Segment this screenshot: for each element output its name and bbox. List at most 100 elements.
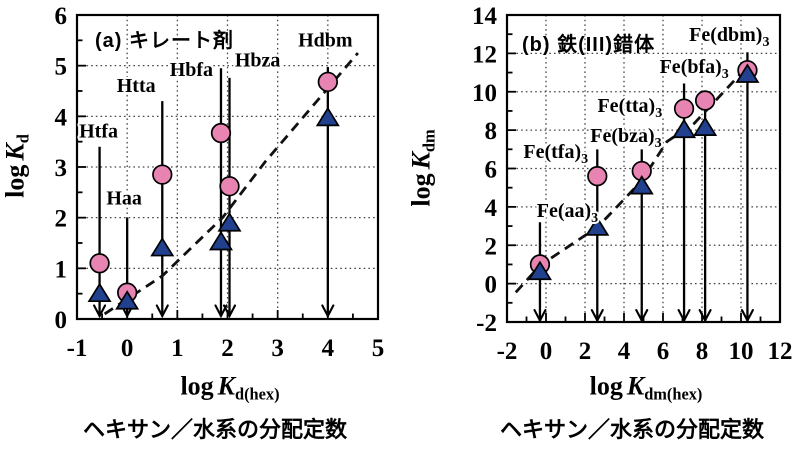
x-label-log-a: log (180, 371, 214, 401)
x-tick-label: 10 (729, 338, 754, 365)
y-tick-label: 0 (485, 272, 498, 299)
x-tick-label: 6 (657, 338, 670, 365)
arrowhead-down-icon (222, 304, 237, 319)
point-label-Fe(bza): Fe(bza)3 (590, 125, 661, 151)
circle-marker-Hdbm (317, 71, 338, 93)
panel-a-y-axis-label: log Kd (1, 134, 34, 198)
y-tick-label: 12 (472, 41, 497, 68)
triangle-marker-Fe(tta) (672, 118, 697, 139)
point-label-Htfa: Htfa (79, 121, 118, 143)
y-tick-label: 6 (485, 157, 498, 184)
panel-a-x-axis-label: log Kd(hex) (180, 372, 279, 405)
x-tick-label: 2 (579, 338, 592, 365)
x-tick-label: -2 (497, 338, 518, 365)
panel-b-x-axis-label: log Kdm(hex) (590, 372, 703, 405)
triangle-marker-Hbza (217, 212, 242, 232)
triangle-marker-Fe(tfa) (585, 216, 610, 236)
point-label-Hbza: Hbza (235, 50, 281, 72)
arrowhead-down-icon (590, 308, 604, 323)
y-tick-label: 6 (55, 3, 68, 30)
x-tick-label: 5 (372, 335, 385, 362)
circle-marker-Htta (152, 164, 173, 185)
x-tick-label: 0 (540, 338, 553, 365)
panel-a-caption: ヘキサン／水系の分配定数 (82, 417, 348, 442)
x-label-sub-a: d(hex) (235, 384, 280, 404)
y-label-K-a: K (0, 143, 30, 161)
x-tick-label: 1 (171, 335, 184, 362)
axis-ticks (506, 14, 781, 323)
y-tick-label: -2 (476, 310, 497, 337)
point-label-Hbfa: Hbfa (170, 59, 213, 81)
triangle-marker-Hbfa (208, 230, 234, 251)
circle-marker-Htfa (89, 253, 110, 274)
y-tick-label: 0 (55, 307, 68, 334)
x-tick-label: 2 (221, 335, 234, 362)
triangle-marker-Htta (150, 236, 175, 257)
x-label-log-b: log (589, 371, 623, 401)
point-label-Fe(bfa): Fe(bfa)3 (660, 56, 729, 82)
arrowhead-down-icon (214, 304, 228, 319)
y-tick-label: 5 (55, 54, 68, 81)
arrowhead-down-icon (740, 308, 754, 323)
arrowhead-down-icon (93, 304, 107, 319)
triangle-marker-Fe(bza) (629, 175, 654, 195)
triangle-marker-Hdbm (315, 106, 340, 127)
circle-marker-Fe(bfa) (694, 90, 716, 111)
y-label-log-b: log (406, 173, 436, 207)
y-label-log-a: log (0, 164, 30, 198)
x-tick-label: 12 (768, 338, 793, 365)
x-tick-label: 0 (121, 335, 134, 362)
panel-b-y-axis-label: log Kdm (407, 129, 440, 206)
point-label-Fe(tfa): Fe(tfa)3 (523, 141, 588, 167)
arrowhead-down-icon (677, 308, 691, 323)
circle-marker-Hbza (219, 176, 240, 197)
y-label-sub-a: d (13, 134, 33, 144)
point-label-Hdbm: Hdbm (298, 29, 353, 51)
y-tick-label: 14 (472, 3, 498, 30)
y-tick-label: 1 (55, 256, 68, 283)
y-label-K-b: K (406, 152, 436, 170)
gridlines (77, 15, 378, 319)
y-tick-label: 4 (55, 104, 68, 131)
arrowhead-down-icon (533, 308, 547, 323)
triangle-marker-Fe(aa) (527, 260, 552, 281)
panel-b-caption: ヘキサン／水系の分配定数 (499, 417, 765, 442)
trend-dashed-line (103, 52, 359, 316)
y-tick-label: 10 (472, 80, 497, 107)
y-tick-label: 4 (485, 195, 498, 222)
panel-a-title: (a) キレート剤 (95, 30, 234, 52)
point-label-Haa: Haa (106, 187, 142, 209)
triangle-marker-Haa (115, 290, 140, 310)
x-tick-label: 3 (271, 335, 284, 362)
arrowhead-down-icon (155, 304, 169, 319)
triangle-marker-Fe(bfa) (693, 116, 718, 136)
y-tick-label: 2 (485, 233, 498, 260)
panel-b: -2 0 2 4 6 8 10 12-202468101214Fe(aa)3Fe(tfa)3F… (472, 3, 793, 365)
x-tick-label: -1 (67, 335, 88, 362)
y-tick-label: 3 (55, 155, 68, 182)
point-label-Fe(tta): Fe(tta)3 (597, 95, 662, 121)
y-tick-label: 2 (55, 206, 68, 233)
x-tick-label: 4 (322, 335, 335, 362)
arrowhead-down-icon (698, 308, 712, 323)
arrowhead-down-icon (635, 308, 649, 323)
y-tick-label: 8 (485, 118, 498, 145)
point-label-Fe(aa): Fe(aa)3 (537, 200, 598, 226)
circle-marker-Fe(tta) (673, 98, 695, 119)
x-label-sub-b: dm(hex) (644, 384, 703, 404)
triangle-marker-Htfa (87, 282, 112, 303)
triangle-marker-Fe(dbm) (735, 63, 760, 83)
x-label-K-b: K (626, 371, 645, 401)
arrowhead-down-icon (321, 304, 335, 319)
x-tick-label: 8 (696, 338, 709, 365)
circle-marker-Hbfa (210, 122, 232, 144)
x-label-K-a: K (217, 371, 236, 401)
point-label-Fe(dbm): Fe(dbm)3 (689, 24, 769, 50)
x-tick-label: 4 (618, 338, 631, 365)
y-label-sub-b: dm (419, 129, 439, 153)
